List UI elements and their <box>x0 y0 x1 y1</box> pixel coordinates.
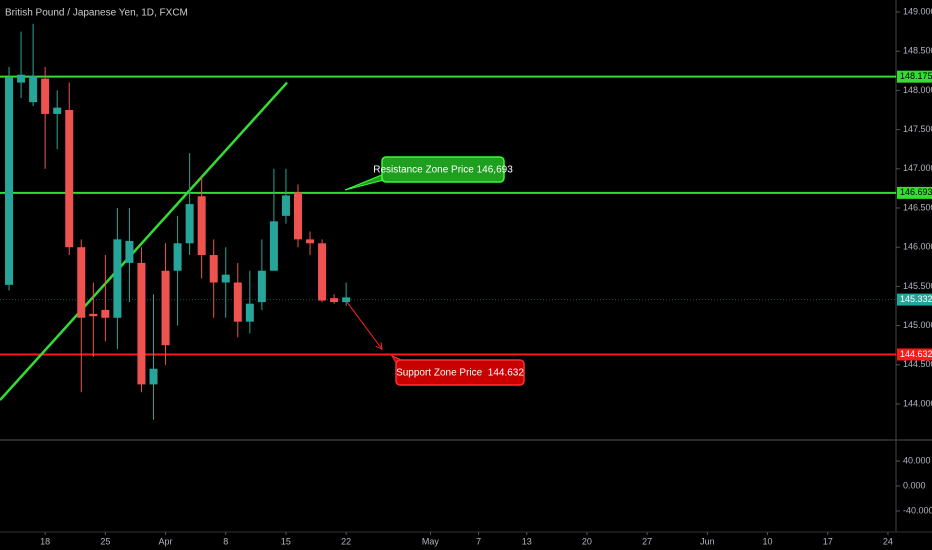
trendline <box>0 81 288 401</box>
price-tag-label: 146.693 <box>900 187 932 197</box>
candle-body <box>306 239 315 244</box>
price-tag <box>897 348 932 361</box>
candle-body <box>197 196 206 256</box>
candle-body <box>318 243 327 301</box>
y-tick-label: 147.000 <box>903 163 932 173</box>
candle-body <box>17 74 26 83</box>
y2-tick-label: 0.000 <box>903 480 926 490</box>
x-tick-label: Jun <box>700 536 715 546</box>
candle-body <box>137 262 146 385</box>
y-tick-label: 145.000 <box>903 320 932 330</box>
y-tick-label: 146.500 <box>903 202 932 212</box>
candle-body <box>5 77 14 285</box>
chart-title: British Pound / Japanese Yen, 1D, FXCM <box>5 8 188 19</box>
callout-box <box>381 156 505 183</box>
candle-body <box>233 282 242 322</box>
candle-body <box>29 76 38 103</box>
candle-body <box>342 297 351 303</box>
candle-body <box>41 78 50 114</box>
candle-body <box>173 243 182 271</box>
x-tick-label: 27 <box>642 536 652 546</box>
y2-tick-label: 40.000 <box>903 455 931 465</box>
y-tick-label: 145.500 <box>903 281 932 291</box>
candle-body <box>245 303 254 322</box>
x-tick-label: 18 <box>40 536 50 546</box>
candle-body <box>161 270 170 346</box>
x-tick-label: Apr <box>159 536 173 546</box>
price-tag <box>897 293 932 306</box>
callout-text: Resistance Zone Price 146,693 <box>373 165 513 176</box>
y-tick-label: 146.000 <box>903 242 932 252</box>
candle-body <box>149 368 158 385</box>
candle-body <box>293 192 302 240</box>
candle-body <box>101 309 110 318</box>
price-tag-label: 148.175 <box>900 71 932 81</box>
y2-tick-label: -40.000 <box>903 505 932 515</box>
candle-body <box>209 255 218 283</box>
price-tag <box>897 186 932 199</box>
candle-body <box>185 204 194 244</box>
price-tag-label: 144.632 <box>900 349 932 359</box>
y-tick-label: 148.000 <box>903 85 932 95</box>
x-tick-label: 13 <box>522 536 532 546</box>
y-tick-label: 147.500 <box>903 124 932 134</box>
y-tick-label: 149.000 <box>903 6 932 16</box>
x-tick-label: 24 <box>883 536 893 546</box>
candle-body <box>257 270 266 303</box>
x-tick-label: 7 <box>476 536 481 546</box>
y-tick-label: 148.500 <box>903 46 932 56</box>
candle-body <box>53 107 62 114</box>
callout-pointer <box>344 173 385 191</box>
candle-body <box>281 195 290 216</box>
x-tick-label: 22 <box>341 536 351 546</box>
candle-body <box>269 221 278 271</box>
candle-body <box>65 110 74 248</box>
y-tick-label: 144.500 <box>903 359 932 369</box>
x-tick-label: 10 <box>763 536 773 546</box>
arrow-line <box>346 301 383 350</box>
x-tick-label: 17 <box>823 536 833 546</box>
candle-body <box>221 274 230 283</box>
price-tag-label: 145.332 <box>900 294 932 304</box>
x-tick-label: 25 <box>100 536 110 546</box>
arrow-head <box>375 342 383 350</box>
candle-body <box>77 247 86 318</box>
x-tick-label: 15 <box>281 536 291 546</box>
x-tick-label: May <box>422 536 440 546</box>
candle-body <box>125 240 134 263</box>
callout-text: Support Zone Price 144.632 <box>396 368 524 379</box>
candle-body <box>330 298 339 303</box>
candle-body <box>113 239 122 318</box>
y-tick-label: 144.000 <box>903 398 932 408</box>
price-tag <box>897 70 932 83</box>
candle-body <box>89 313 98 317</box>
x-tick-label: 20 <box>582 536 592 546</box>
x-tick-label: 8 <box>223 536 228 546</box>
callout-box <box>395 359 525 386</box>
